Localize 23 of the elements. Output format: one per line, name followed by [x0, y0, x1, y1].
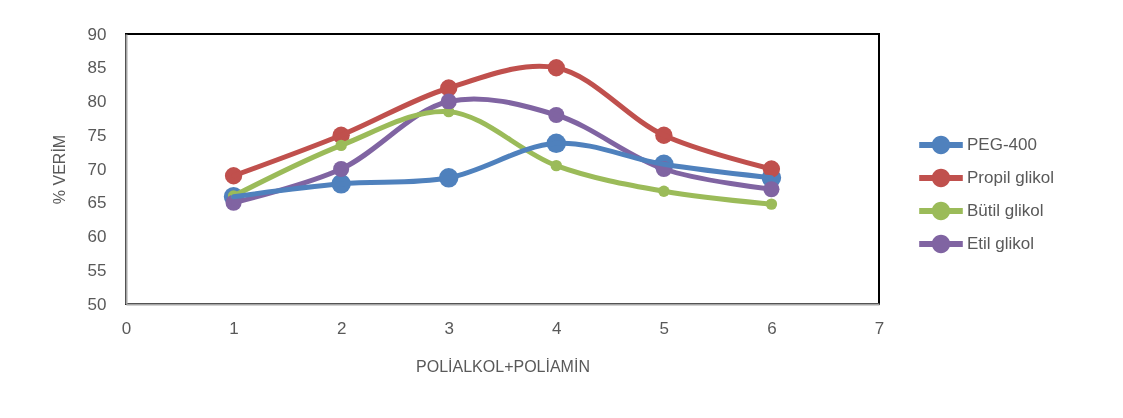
x-tick-label: 3: [444, 318, 454, 338]
y-axis-title: % VERİM: [49, 134, 68, 205]
y-tick-label: 50: [87, 294, 107, 314]
y-tick-label: 65: [87, 193, 107, 213]
y-tick-label: 75: [87, 125, 107, 145]
y-tick-label: 80: [87, 92, 107, 111]
legend-label: Bütil glikol: [967, 201, 1044, 220]
y-tick-label: 70: [87, 159, 107, 179]
x-tick-label: 5: [659, 318, 670, 338]
x-tick-label: 0: [121, 318, 132, 338]
x-tick-label: 6: [767, 318, 777, 338]
x-tick-label: 7: [874, 318, 885, 338]
x-tick-label: 4: [552, 318, 562, 338]
legend-label: Propil glikol: [967, 168, 1054, 187]
legend-label: PEG-400: [967, 135, 1037, 154]
y-tick-label: 85: [87, 58, 107, 78]
y-tick-label: 60: [87, 227, 107, 246]
x-axis-title: POLİALKOL+POLİAMİN: [416, 356, 590, 375]
legend-label: Etil glikol: [967, 234, 1035, 253]
y-tick-label: 90: [87, 24, 107, 44]
x-tick-label: 2: [336, 318, 347, 338]
x-tick-label: 1: [229, 318, 239, 338]
y-tick-label: 55: [87, 260, 107, 280]
